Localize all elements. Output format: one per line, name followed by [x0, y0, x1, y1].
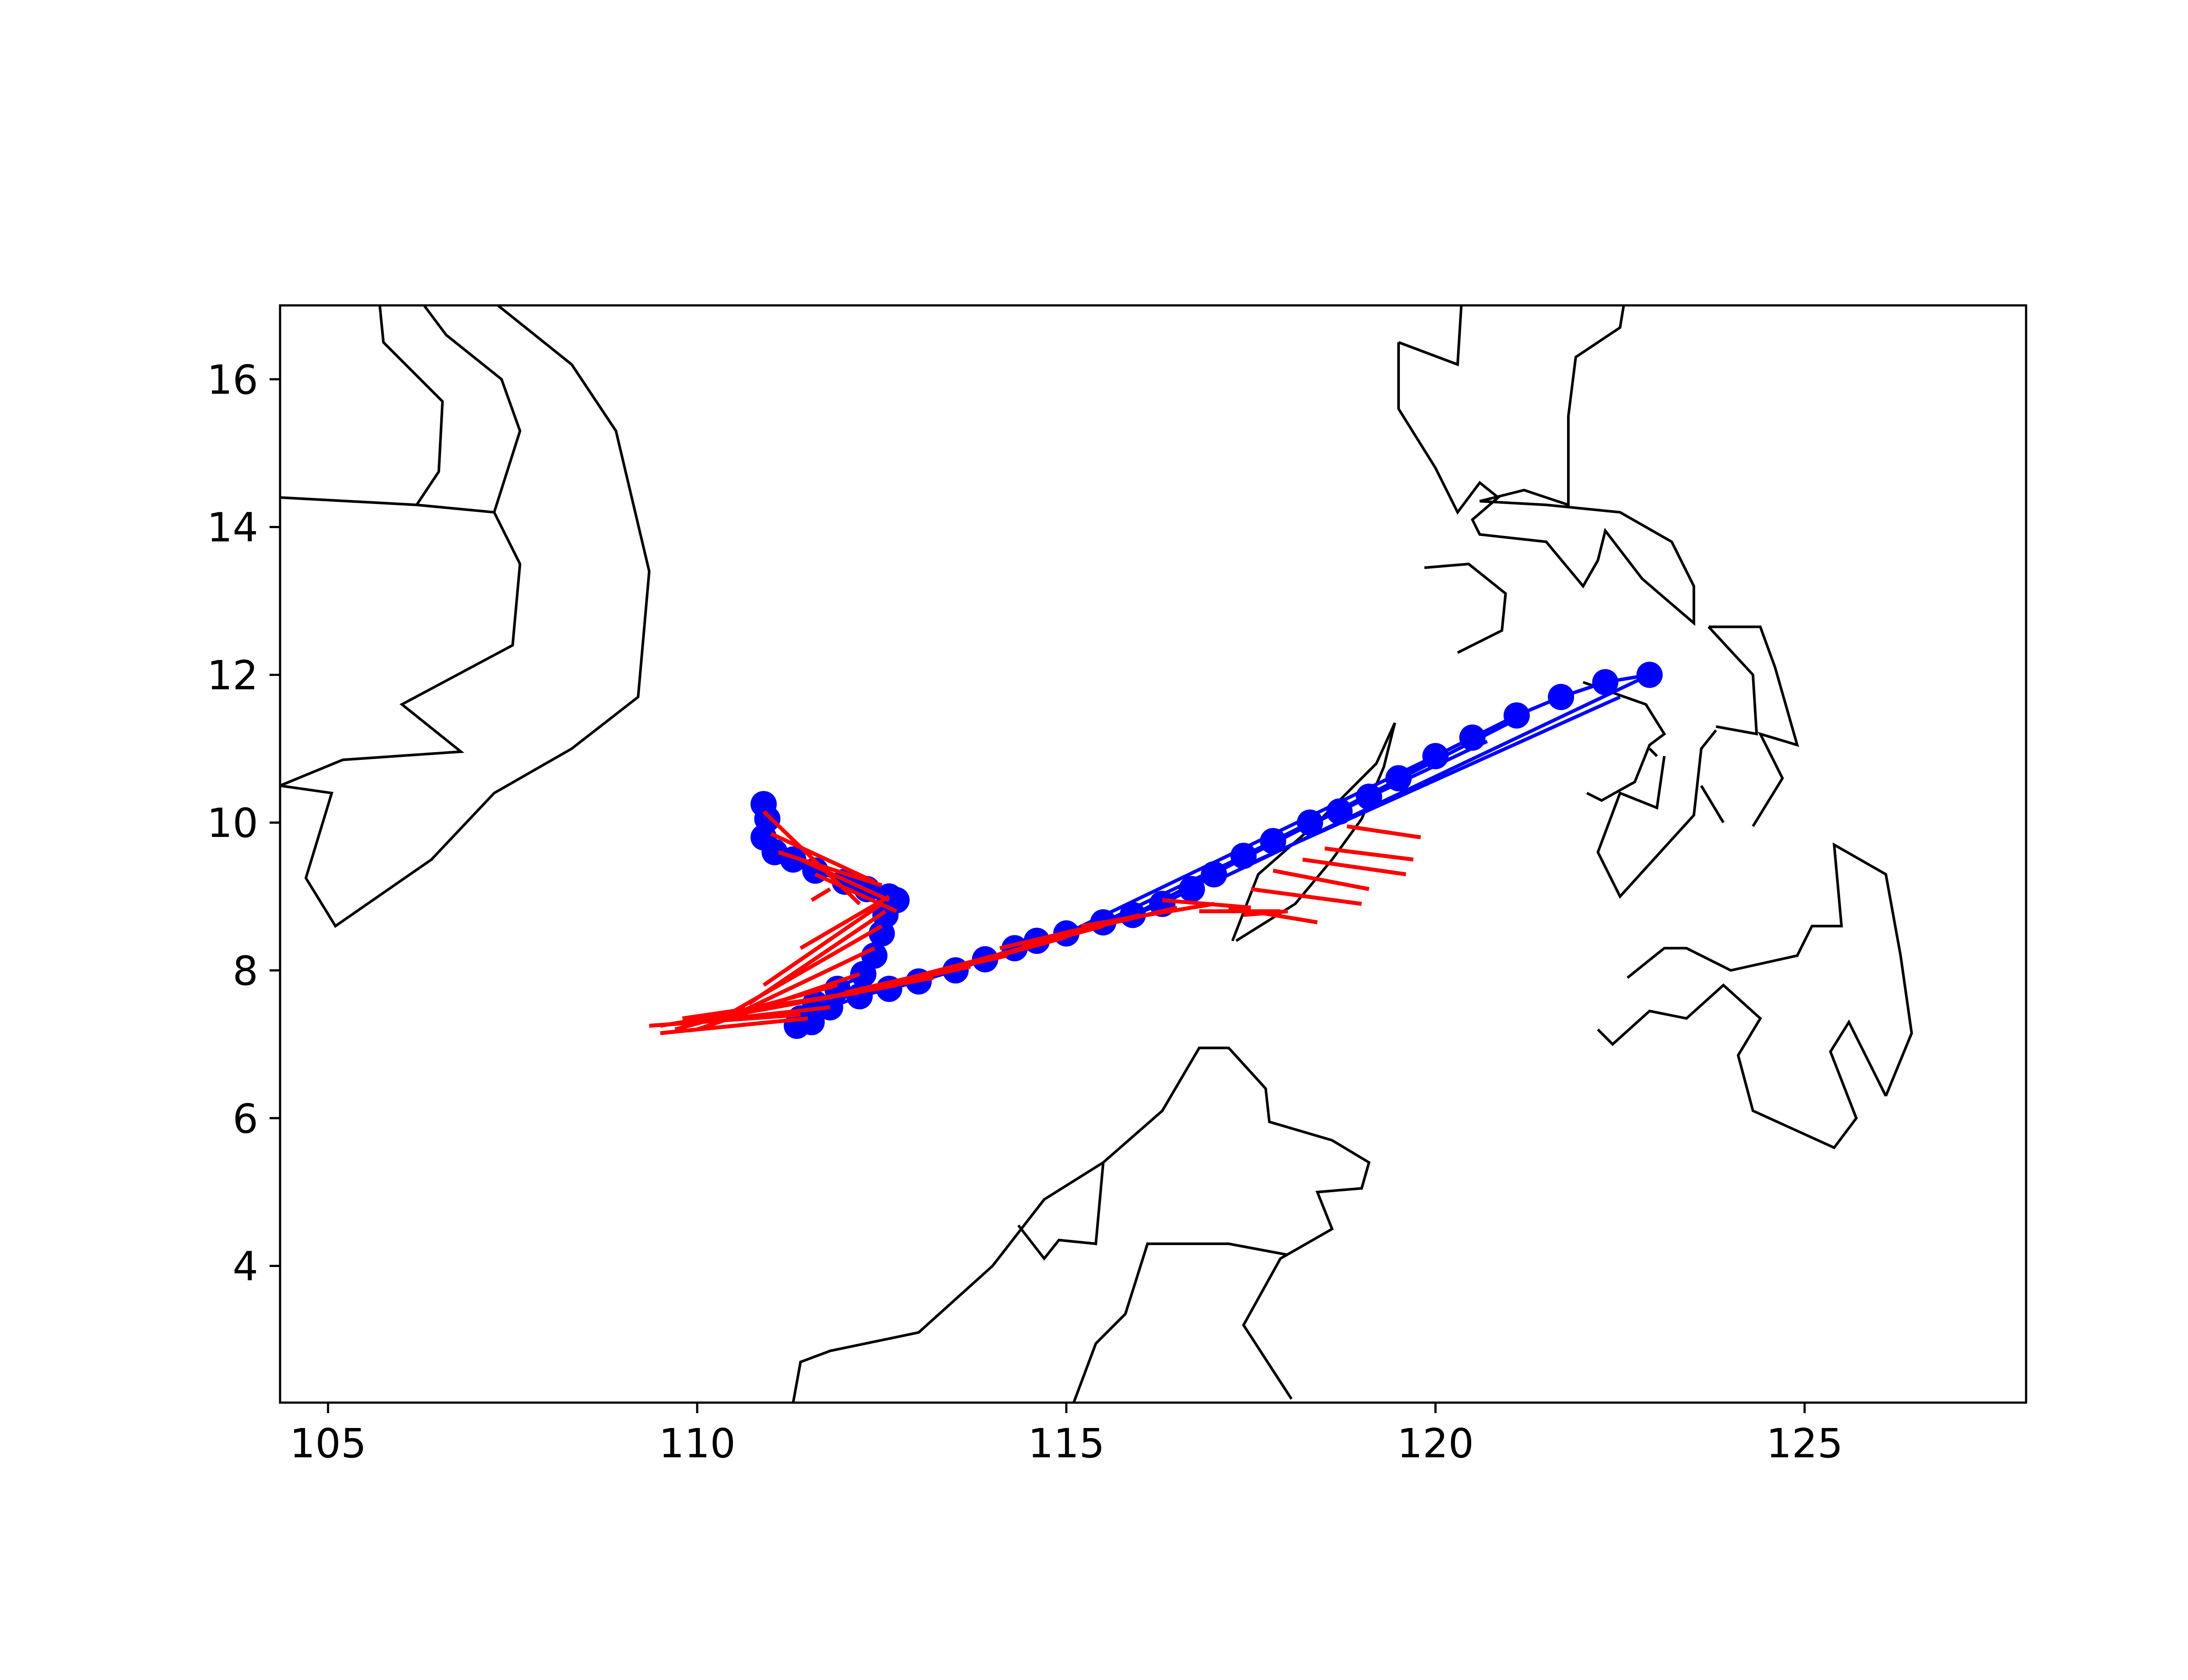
- coastline: [792, 1046, 1371, 1403]
- direction-segment: [1302, 858, 1406, 876]
- direction-segment: [1228, 906, 1318, 924]
- coastline: [1700, 785, 1725, 823]
- coastline: [1582, 681, 1666, 802]
- y-tick-label: 6: [232, 1096, 258, 1142]
- track-marker: [1548, 684, 1574, 710]
- direction-segment: [762, 902, 883, 987]
- coastline: [1597, 983, 1887, 1150]
- direction-segment: [733, 924, 883, 1013]
- coastline: [423, 305, 522, 513]
- direction-segment: [660, 1016, 808, 1036]
- x-axis: 105 110 115 120 125: [290, 1403, 1843, 1467]
- coastline: [1708, 626, 1758, 736]
- direction-segment: [1080, 902, 1214, 928]
- track-marker: [1230, 843, 1257, 869]
- y-tick-label: 12: [207, 652, 258, 699]
- x-tick-label: 115: [1028, 1420, 1105, 1467]
- track-marker: [1422, 743, 1449, 770]
- direction-segment: [814, 872, 898, 913]
- track-marker: [1326, 798, 1353, 825]
- coastline: [1017, 1162, 1105, 1261]
- track-marker: [850, 961, 877, 987]
- track-marker: [1260, 828, 1287, 854]
- direction-segment: [778, 850, 883, 888]
- track-marker: [1503, 702, 1530, 729]
- direction-segment: [770, 832, 876, 884]
- direction-segment: [1346, 824, 1421, 840]
- direction-segment: [1273, 868, 1370, 891]
- track-marker: [1592, 669, 1619, 696]
- coastline: [378, 305, 444, 506]
- coastline: [280, 496, 522, 787]
- direction-segment: [1324, 846, 1414, 862]
- x-tick-label: 105: [290, 1420, 367, 1467]
- y-tick-label: 4: [232, 1243, 258, 1290]
- track-marker: [868, 920, 895, 947]
- y-axis: 4 6 8 10 12 14 16: [207, 357, 280, 1290]
- track-marker: [1178, 876, 1205, 903]
- direction-segment: [799, 895, 891, 950]
- coastline: [1627, 842, 1913, 1097]
- y-tick-label: 10: [207, 800, 258, 847]
- direction-segment: [697, 1005, 831, 1024]
- direction-segment: [1250, 887, 1362, 906]
- coastline: [1708, 625, 1799, 827]
- coastline: [280, 305, 651, 928]
- x-tick-label: 110: [659, 1420, 736, 1467]
- coastline: [1397, 305, 1695, 626]
- coastline: [1398, 305, 1463, 367]
- track-marker: [1459, 724, 1486, 751]
- y-tick-label: 14: [207, 504, 258, 551]
- track-forecast-line: [1250, 695, 1621, 865]
- x-tick-label: 120: [1397, 1420, 1474, 1467]
- coastline: [1596, 729, 1717, 899]
- direction-segment: [1243, 909, 1288, 917]
- direction-segment: [810, 887, 831, 902]
- direction-segment: [1162, 898, 1251, 910]
- track-marker: [1356, 784, 1382, 810]
- x-tick-label: 125: [1766, 1420, 1843, 1467]
- coastline: [1648, 748, 1658, 757]
- map-plot-area: [280, 305, 1913, 1403]
- track-marker: [798, 1009, 825, 1036]
- coastline: [1072, 1242, 1288, 1403]
- y-tick-label: 8: [232, 948, 258, 994]
- direction-segment: [799, 858, 890, 902]
- track-marker: [1636, 662, 1663, 688]
- track-marker: [1297, 809, 1323, 836]
- y-tick-label: 16: [207, 357, 258, 403]
- coastline: [1424, 563, 1507, 654]
- track-marker: [1201, 861, 1227, 888]
- axes-frame: [279, 304, 2027, 1404]
- track-marker: [1385, 765, 1412, 791]
